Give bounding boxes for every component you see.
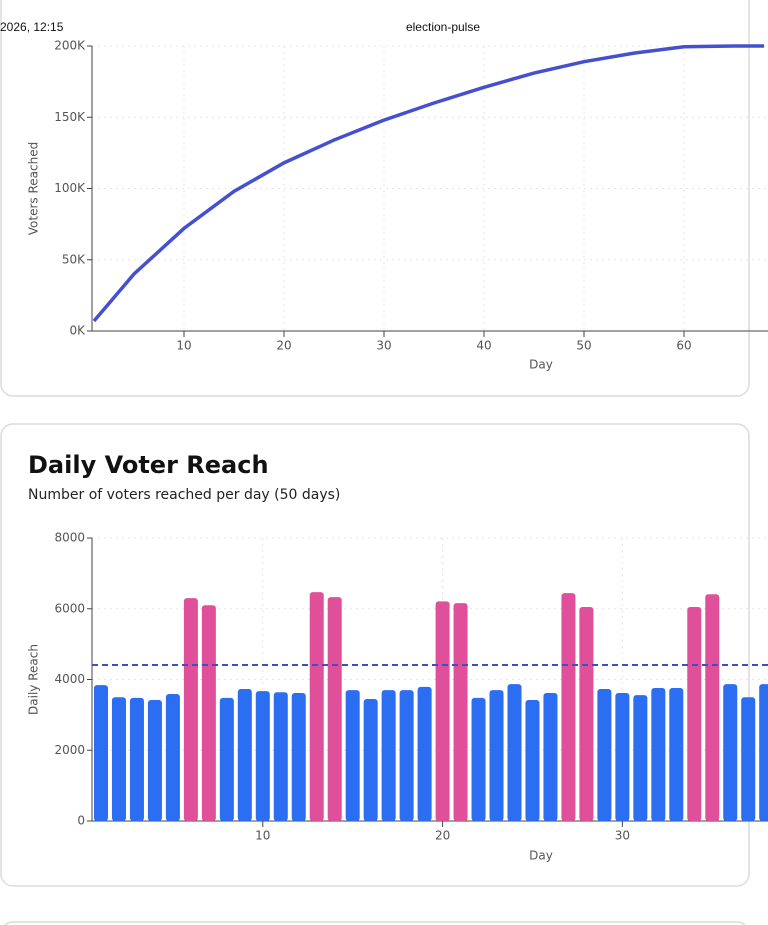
y-axis-label: Voters Reached xyxy=(27,142,41,235)
bar xyxy=(183,598,198,821)
y-tick-label: 200K xyxy=(54,39,86,53)
bar xyxy=(579,606,594,821)
bar xyxy=(255,691,270,821)
bar xyxy=(615,692,630,821)
bar xyxy=(723,684,738,821)
bar xyxy=(453,603,468,821)
bar xyxy=(597,689,612,821)
y-tick-label: 2000 xyxy=(54,743,85,757)
bar xyxy=(633,695,648,821)
bar xyxy=(129,697,144,821)
y-tick-label: 4000 xyxy=(54,672,85,686)
bar xyxy=(471,697,486,821)
y-tick-label: 8000 xyxy=(54,531,85,545)
y-tick-label: 50K xyxy=(62,252,86,266)
card xyxy=(0,0,750,397)
bar xyxy=(669,687,684,821)
bar xyxy=(525,700,540,821)
x-tick-label: 50 xyxy=(576,339,591,353)
bar xyxy=(417,686,432,821)
bar xyxy=(201,605,216,821)
line xyxy=(92,44,764,323)
y-tick-label: 0 xyxy=(77,814,85,828)
x-tick-label: 10 xyxy=(255,829,270,843)
bar xyxy=(741,697,756,821)
x-tick-label: 10 xyxy=(176,339,191,353)
y-axis-label: Daily Reach xyxy=(27,644,41,715)
bar xyxy=(327,597,342,821)
bar xyxy=(381,690,396,821)
bar xyxy=(435,601,450,821)
header-time: 2026, 12:15 xyxy=(0,20,64,34)
x-tick-label: 40 xyxy=(476,339,491,353)
bar xyxy=(147,700,162,821)
bar xyxy=(291,692,306,821)
y-tick-label: 100K xyxy=(54,181,86,195)
x-axis-label: Day xyxy=(529,849,553,863)
x-tick-label: 30 xyxy=(376,339,391,353)
bar xyxy=(273,692,288,821)
bar xyxy=(219,697,234,821)
card xyxy=(3,921,747,925)
bar xyxy=(561,593,576,821)
x-tick-label: 20 xyxy=(435,829,450,843)
y-tick-label: 0K xyxy=(69,324,86,338)
bar xyxy=(705,594,720,821)
bar xyxy=(165,694,180,821)
bar xyxy=(309,592,324,821)
x-tick-label: 60 xyxy=(676,339,691,353)
x-tick-label: 20 xyxy=(276,339,291,353)
chart-subtitle: Number of voters reached per day (50 day… xyxy=(28,487,340,503)
bar xyxy=(651,687,666,821)
bar xyxy=(759,684,768,821)
chart-title: Daily Voter Reach xyxy=(28,451,269,479)
bar xyxy=(345,690,360,821)
bar xyxy=(489,690,504,821)
bar xyxy=(399,690,414,821)
y-tick-label: 6000 xyxy=(54,601,85,615)
bar xyxy=(363,698,378,821)
header-app: election-pulse xyxy=(406,20,480,34)
x-axis-label: Day xyxy=(529,358,553,372)
bar xyxy=(687,606,702,821)
y-tick-label: 150K xyxy=(54,110,86,124)
bar xyxy=(237,689,252,821)
x-tick-label: 30 xyxy=(615,829,630,843)
bar xyxy=(507,684,522,821)
bar xyxy=(543,692,558,821)
bar xyxy=(111,697,126,821)
bar xyxy=(93,685,109,821)
